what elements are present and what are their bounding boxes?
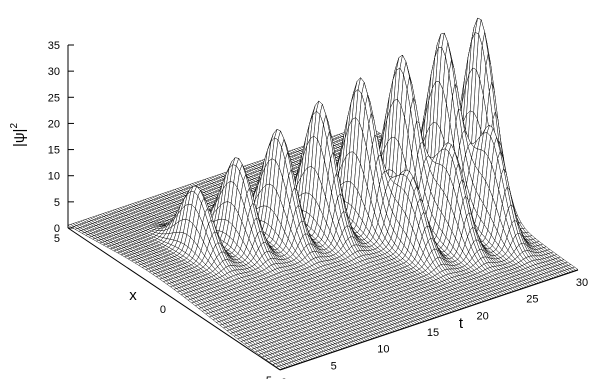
surface-mesh [67,17,579,370]
